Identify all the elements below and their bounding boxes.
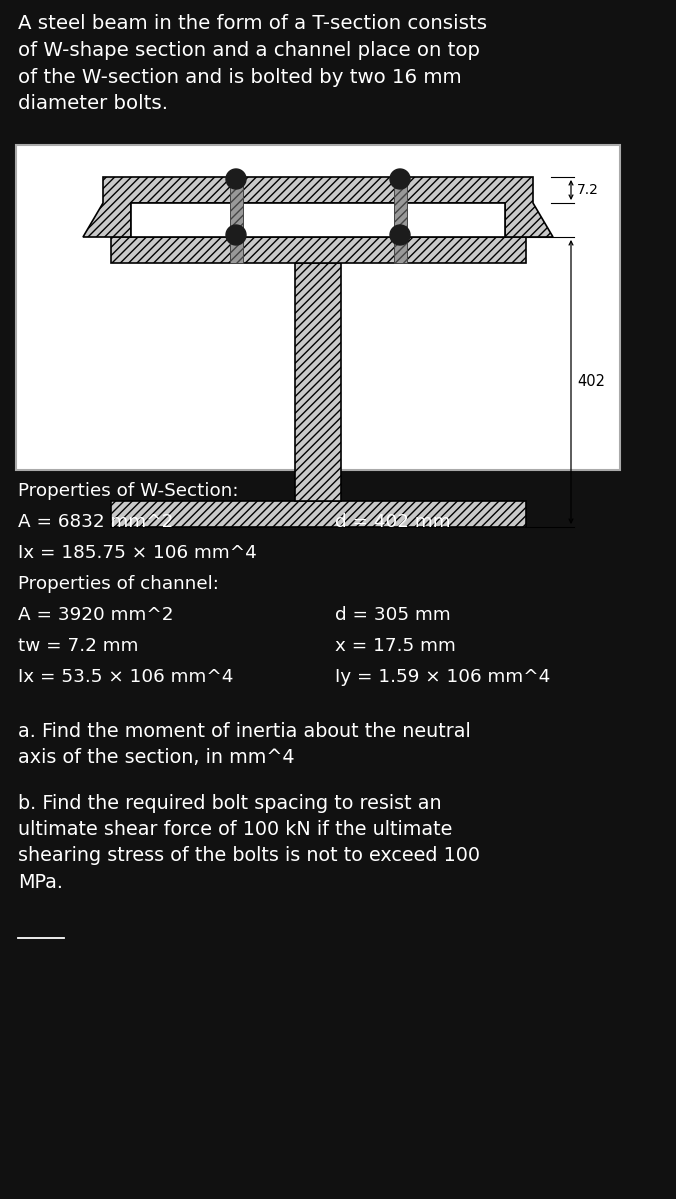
Text: Iy = 1.59 × 106 mm^4: Iy = 1.59 × 106 mm^4 [335, 668, 550, 686]
Text: d = 402 mm: d = 402 mm [335, 513, 451, 531]
Text: A = 3920 mm^2: A = 3920 mm^2 [18, 605, 174, 623]
Bar [110, 237, 525, 263]
Polygon shape [83, 177, 553, 237]
Bar [295, 263, 341, 501]
Bar [16, 145, 620, 470]
Text: Properties of channel:: Properties of channel: [18, 576, 219, 594]
Text: Ix = 53.5 × 106 mm^4: Ix = 53.5 × 106 mm^4 [18, 668, 233, 686]
Circle shape [390, 169, 410, 189]
Text: 7.2: 7.2 [577, 183, 599, 197]
Bar [393, 177, 406, 263]
Text: b. Find the required bolt spacing to resist an
ultimate shear force of 100 kN if: b. Find the required bolt spacing to res… [18, 794, 480, 892]
Text: x = 17.5 mm: x = 17.5 mm [335, 637, 456, 655]
Polygon shape [131, 203, 505, 237]
Text: A = 6832 mm^2: A = 6832 mm^2 [18, 513, 173, 531]
Circle shape [226, 225, 246, 245]
Text: A steel beam in the form of a T-section consists
of W-shape section and a channe: A steel beam in the form of a T-section … [18, 14, 487, 114]
Text: d = 305 mm: d = 305 mm [335, 605, 451, 623]
Text: tw = 7.2 mm: tw = 7.2 mm [18, 637, 139, 655]
Text: Properties of W-Section:: Properties of W-Section: [18, 482, 239, 500]
Bar [110, 501, 525, 528]
Text: Ix = 185.75 × 106 mm^4: Ix = 185.75 × 106 mm^4 [18, 544, 257, 562]
Bar [229, 177, 243, 263]
Text: a. Find the moment of inertia about the neutral
axis of the section, in mm^4: a. Find the moment of inertia about the … [18, 722, 470, 767]
Text: 402: 402 [577, 374, 605, 390]
Circle shape [226, 169, 246, 189]
Circle shape [390, 225, 410, 245]
